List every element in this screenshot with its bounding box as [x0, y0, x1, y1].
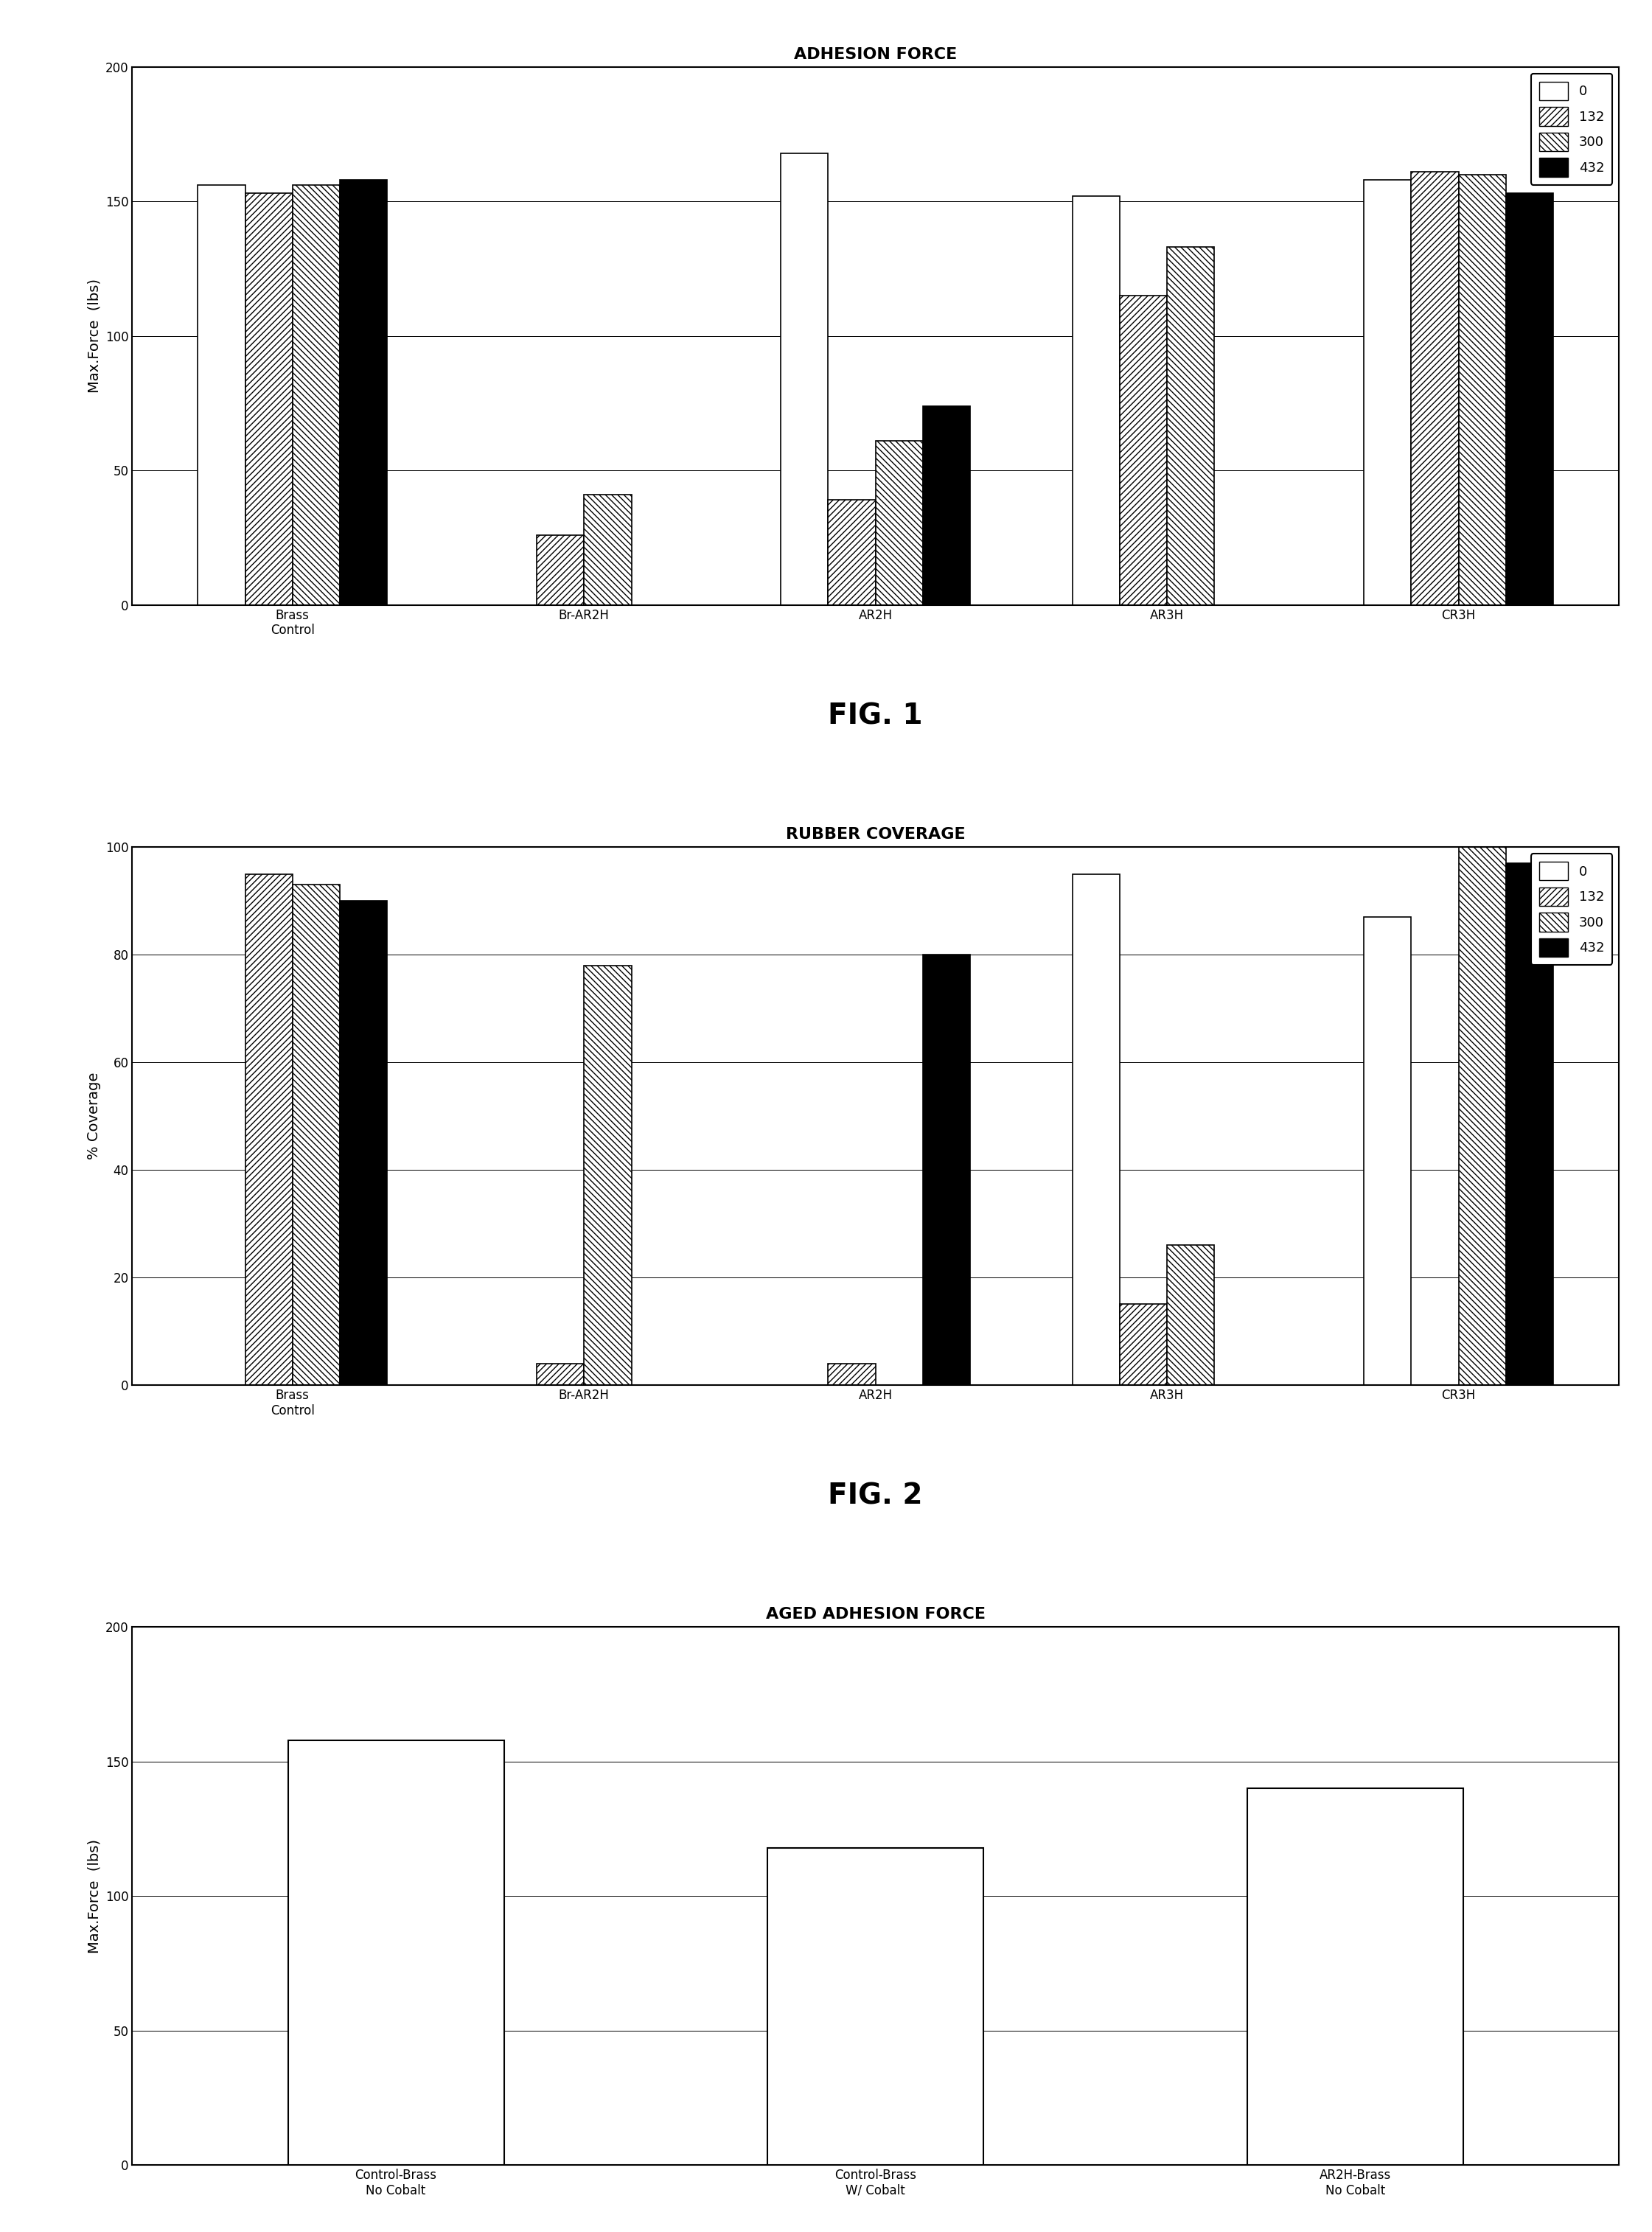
Bar [923, 406, 970, 605]
Text: FIG. 2: FIG. 2 [828, 1482, 923, 1509]
Bar [923, 955, 970, 1386]
Bar [537, 1364, 585, 1386]
Legend: 0, 132, 300, 432: 0, 132, 300, 432 [1531, 853, 1612, 964]
Bar [1072, 875, 1120, 1386]
Title: AGED ADHESION FORCE: AGED ADHESION FORCE [767, 1607, 985, 1623]
Bar [537, 536, 585, 605]
Bar [828, 500, 876, 605]
Bar [292, 884, 340, 1386]
Bar [1166, 1245, 1214, 1386]
Bar [1507, 194, 1553, 605]
Bar [585, 496, 631, 605]
Bar [1459, 174, 1507, 605]
Bar [876, 442, 923, 605]
Bar [1507, 864, 1553, 1386]
Bar [1365, 181, 1411, 605]
Legend: 0, 132, 300, 432: 0, 132, 300, 432 [1531, 74, 1612, 185]
Y-axis label: Max.Force  (lbs): Max.Force (lbs) [88, 279, 101, 393]
Bar [287, 1741, 504, 2165]
Bar [244, 875, 292, 1386]
Bar [340, 902, 387, 1386]
Bar [585, 966, 631, 1386]
Bar [1072, 196, 1120, 605]
Y-axis label: % Coverage: % Coverage [88, 1071, 101, 1161]
Bar [1120, 1303, 1166, 1386]
Bar [1459, 846, 1507, 1386]
Bar [768, 1848, 983, 2165]
Bar [1120, 295, 1166, 605]
Bar [198, 185, 244, 605]
Y-axis label: Max.Force  (lbs): Max.Force (lbs) [88, 1839, 101, 1953]
Bar [340, 181, 387, 605]
Bar [1247, 1788, 1464, 2165]
Bar [781, 154, 828, 605]
Bar [244, 194, 292, 605]
Bar [1365, 917, 1411, 1386]
Bar [1166, 248, 1214, 605]
Bar [828, 1364, 876, 1386]
Bar [1411, 172, 1459, 605]
Title: RUBBER COVERAGE: RUBBER COVERAGE [786, 828, 965, 841]
Title: ADHESION FORCE: ADHESION FORCE [795, 47, 957, 62]
Bar [292, 185, 340, 605]
Text: FIG. 1: FIG. 1 [828, 701, 923, 730]
